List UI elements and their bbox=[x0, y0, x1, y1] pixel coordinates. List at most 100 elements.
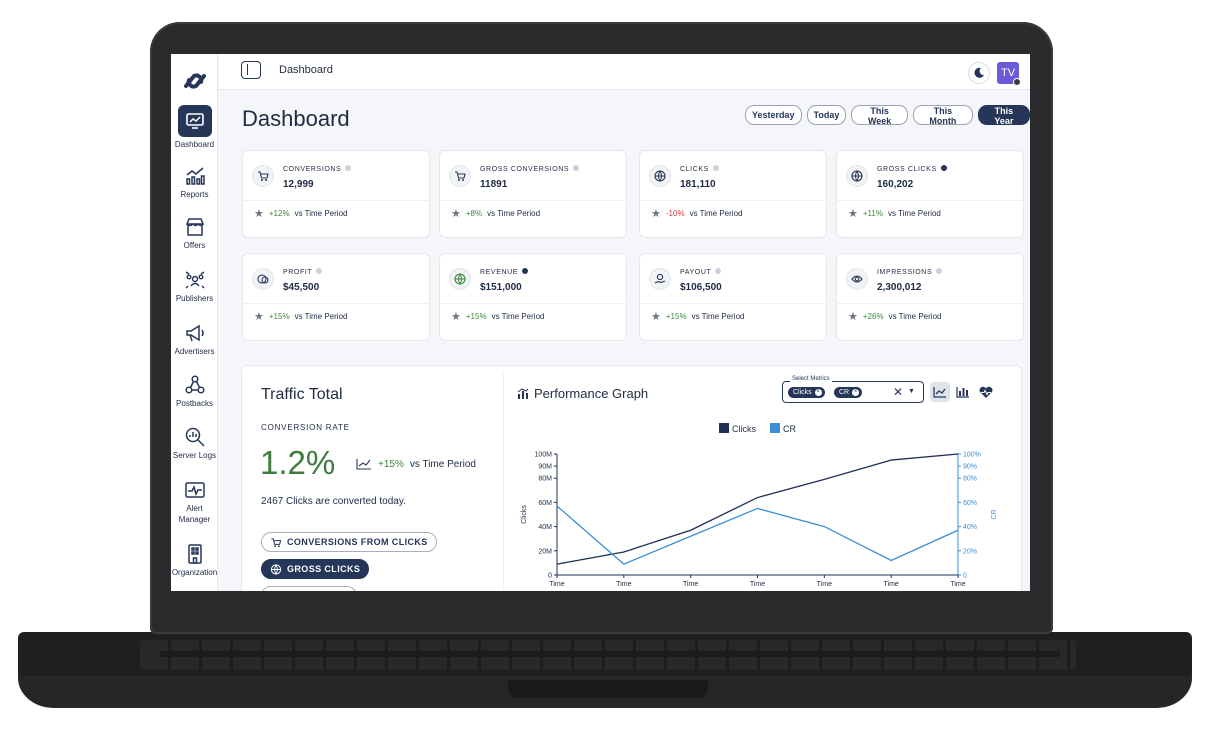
performance-graph-panel: Performance Graph Select Metrics Clicks ×… bbox=[503, 373, 1011, 591]
sidebar-item-postbacks[interactable]: Postbacks bbox=[171, 374, 218, 409]
sidebar-item-offers[interactable]: Offers bbox=[171, 216, 218, 251]
info-icon[interactable] bbox=[573, 165, 580, 171]
select-metrics-dropdown[interactable]: Select Metrics Clicks × CR × ✕ ▼ bbox=[782, 376, 924, 403]
organization-icon bbox=[187, 544, 202, 564]
card-label-text: IMPRESSIONS bbox=[877, 269, 933, 276]
stat-card-revenue[interactable]: REVENUE $151,000 ★ +15% vs Time Period bbox=[439, 253, 627, 341]
y-right-tick-label: 100% bbox=[963, 452, 981, 459]
chip-conversions-from-clicks[interactable]: CONVERSIONS FROM CLICKS bbox=[261, 532, 437, 552]
card-label-text: REVENUE bbox=[480, 269, 519, 276]
conversion-rate-value: 1.2% bbox=[260, 444, 336, 481]
info-icon[interactable] bbox=[940, 165, 947, 171]
clear-icon[interactable]: ✕ bbox=[893, 385, 904, 399]
heart-rate-view-button[interactable] bbox=[976, 382, 996, 402]
sidebar-item-alert-manager[interactable]: Alert Manager bbox=[171, 479, 218, 525]
period-today-button[interactable]: Today bbox=[806, 105, 847, 125]
metric-tag-clicks[interactable]: Clicks × bbox=[788, 387, 825, 398]
y-left-tick-label: 40M bbox=[538, 524, 552, 531]
info-icon[interactable] bbox=[936, 268, 943, 274]
metric-tag-cr[interactable]: CR × bbox=[834, 387, 863, 398]
card-label: PAYOUT bbox=[680, 268, 722, 276]
star-icon: ★ bbox=[651, 311, 661, 323]
stat-card-payout[interactable]: PAYOUT $106,500 ★ +15% vs Time Period bbox=[639, 253, 827, 341]
star-icon: ★ bbox=[848, 208, 858, 220]
info-icon[interactable] bbox=[316, 268, 323, 274]
legend-label: CR bbox=[783, 424, 796, 434]
stat-card-gross-clicks[interactable]: GROSS CLICKS 160,202 ★ +11% vs Time Period bbox=[836, 150, 1024, 238]
sidebar-item-dashboard[interactable]: Dashboard bbox=[171, 105, 218, 150]
theme-toggle-button[interactable] bbox=[968, 62, 990, 84]
card-icon-wrap bbox=[649, 165, 671, 187]
chart-legend: Clicks CR bbox=[719, 423, 796, 434]
payout-icon bbox=[654, 273, 666, 284]
card-value: 2,300,012 bbox=[877, 282, 922, 293]
card-value: 181,110 bbox=[680, 179, 716, 190]
sidebar-item-publishers[interactable]: Publishers bbox=[171, 269, 218, 304]
breadcrumb: Dashboard bbox=[279, 64, 333, 76]
stat-card-profit[interactable]: PROFIT $45,500 ★ +15% vs Time Period bbox=[242, 253, 430, 341]
chip-partial[interactable] bbox=[261, 586, 357, 591]
card-divider bbox=[837, 200, 1023, 201]
traffic-panel: Traffic Total CONVERSION RATE 1.2% +15% … bbox=[241, 365, 1022, 591]
card-label: REVENUE bbox=[480, 268, 529, 276]
sidebar-item-label: Advertisers bbox=[174, 347, 215, 356]
card-label: GROSS CONVERSIONS bbox=[480, 165, 580, 173]
period-yesterday-button[interactable]: Yesterday bbox=[745, 105, 802, 125]
sidebar-item-label-line2: Manager bbox=[178, 515, 211, 524]
period-this-year-button[interactable]: This Year bbox=[977, 105, 1030, 126]
star-icon: ★ bbox=[848, 311, 858, 323]
chip-gross-clicks[interactable]: GROSS CLICKS bbox=[261, 559, 370, 579]
card-change-suffix: vs Time Period bbox=[888, 312, 942, 321]
sidebar-item-organization[interactable]: Organization bbox=[171, 543, 218, 578]
sidebar-item-label: Postbacks bbox=[176, 399, 213, 408]
chevron-down-icon[interactable]: ▼ bbox=[908, 388, 915, 395]
card-label-text: CLICKS bbox=[680, 166, 709, 173]
y-right-tick-label: 40% bbox=[963, 524, 977, 531]
traffic-title: Traffic Total bbox=[261, 386, 343, 403]
stat-card-impressions[interactable]: IMPRESSIONS 2,300,012 ★ +26% vs Time Perio… bbox=[836, 253, 1024, 341]
line-chart-view-button[interactable] bbox=[930, 382, 950, 402]
revenue-globe-icon bbox=[454, 273, 466, 285]
card-change: +8% bbox=[465, 209, 483, 218]
toggle-sidebar-icon[interactable] bbox=[241, 61, 261, 79]
avatar[interactable]: TV bbox=[997, 62, 1021, 86]
stat-card-conversions[interactable]: CONVERSIONS 12,999 ★ +12% vs Time Period bbox=[242, 150, 430, 238]
info-icon[interactable] bbox=[522, 268, 529, 274]
x-tick-label: Time bbox=[950, 581, 965, 588]
y-left-axis-label: Clicks bbox=[521, 505, 528, 524]
laptop-notch bbox=[508, 680, 708, 698]
remove-tag-icon[interactable]: × bbox=[814, 389, 822, 396]
metric-tag-label: CR bbox=[839, 389, 850, 396]
sidebar-item-server-logs[interactable]: Server Logs bbox=[171, 426, 218, 461]
period-this-month-button[interactable]: This Month bbox=[912, 105, 973, 126]
bar-chart-icon bbox=[956, 387, 969, 398]
app-screen: Dashboard Reports bbox=[171, 54, 1030, 591]
stat-card-clicks[interactable]: CLICKS 181,110 ★ -10% vs Time Period bbox=[639, 150, 827, 238]
legend-label: Clicks bbox=[732, 424, 756, 434]
card-divider bbox=[243, 200, 429, 201]
eye-icon bbox=[851, 275, 863, 283]
legend-item-cr[interactable]: CR bbox=[770, 423, 796, 434]
sidebar-item-icon-wrap bbox=[177, 105, 212, 137]
y-left-tick-label: 80M bbox=[538, 476, 552, 483]
card-divider bbox=[440, 303, 626, 304]
sidebar-item-reports[interactable]: Reports bbox=[171, 165, 218, 200]
remove-tag-icon[interactable]: × bbox=[852, 389, 860, 396]
card-label: PROFIT bbox=[283, 268, 323, 276]
brand-logo-icon[interactable] bbox=[180, 68, 210, 94]
period-this-week-button[interactable]: This Week bbox=[851, 105, 908, 126]
card-label: GROSS CLICKS bbox=[877, 165, 947, 173]
card-value: 11891 bbox=[480, 179, 508, 190]
bar-chart-view-button[interactable] bbox=[953, 382, 973, 402]
stat-card-gross-conversions[interactable]: GROSS CONVERSIONS 11891 ★ +8% vs Time Peri… bbox=[439, 150, 627, 238]
card-icon-wrap bbox=[846, 268, 868, 290]
card-change: +11% bbox=[862, 209, 883, 218]
sidebar-item-advertisers[interactable]: Advertisers bbox=[171, 322, 218, 357]
metric-tag-label: Clicks bbox=[793, 389, 812, 396]
info-icon[interactable] bbox=[715, 268, 722, 274]
select-metrics-label: Select Metrics bbox=[790, 376, 832, 382]
info-icon[interactable] bbox=[345, 165, 352, 171]
y-right-tick-label: 20% bbox=[963, 548, 977, 555]
info-icon[interactable] bbox=[712, 165, 719, 171]
legend-item-clicks[interactable]: Clicks bbox=[719, 423, 756, 434]
